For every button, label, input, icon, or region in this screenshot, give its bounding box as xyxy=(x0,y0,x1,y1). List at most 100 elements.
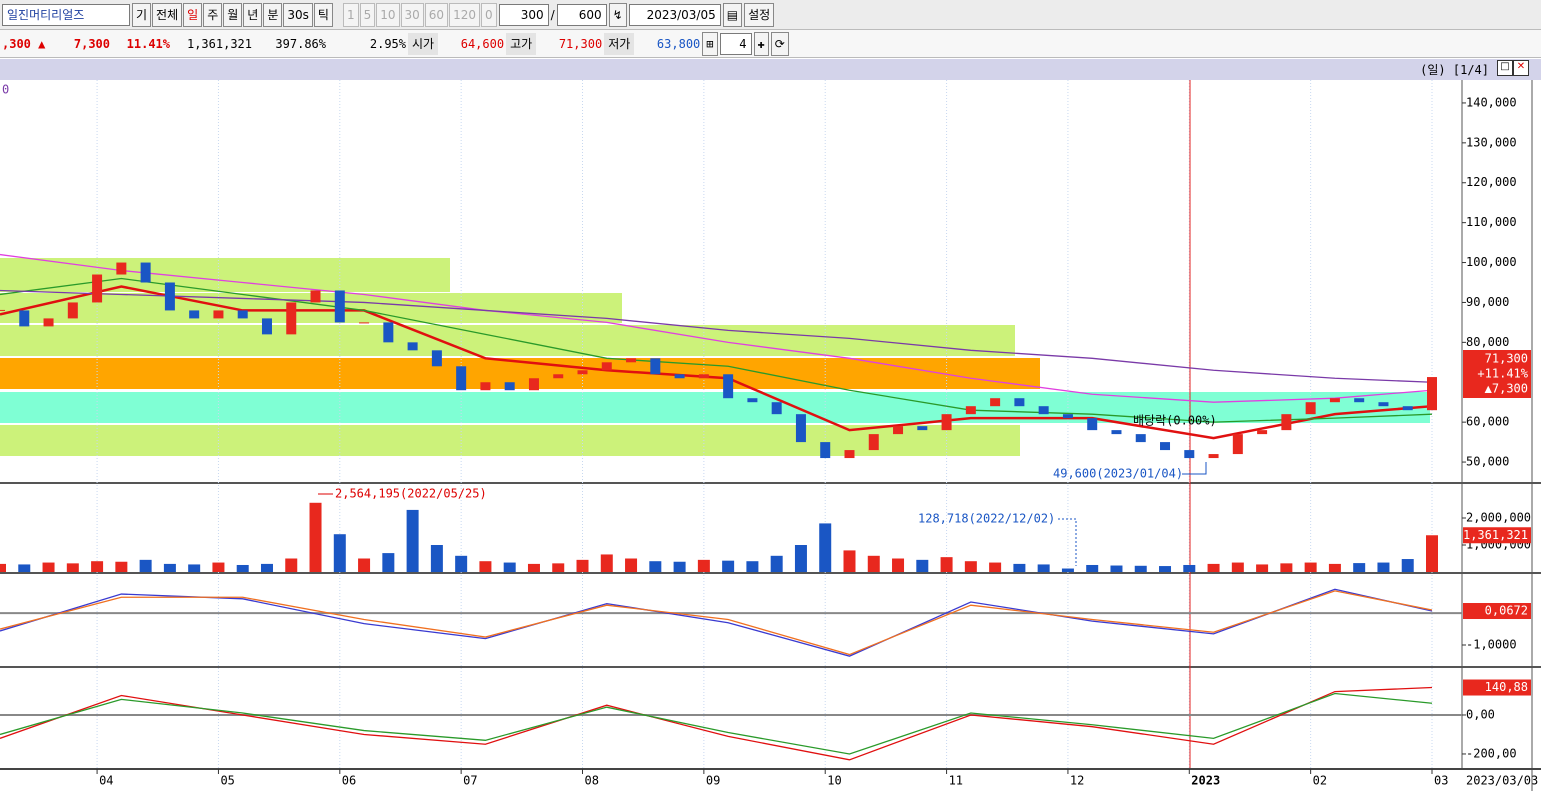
candle xyxy=(1087,418,1098,431)
minute-button[interactable]: 5 xyxy=(359,2,376,27)
minute-button[interactable]: 10 xyxy=(376,2,400,27)
candle xyxy=(431,350,442,367)
annotation: 배당락(0.00%) xyxy=(1133,414,1217,428)
stock-name[interactable]: 일진머티리얼즈 xyxy=(2,3,130,26)
period-button[interactable]: 월 xyxy=(223,2,243,27)
count-box[interactable]: 300 xyxy=(498,3,549,26)
settings-button[interactable]: 설정 xyxy=(744,2,775,27)
candle xyxy=(504,382,515,391)
add-button[interactable]: ✚ xyxy=(753,31,769,56)
minute-button[interactable]: 1 xyxy=(342,2,359,27)
refresh-button[interactable]: ⟳ xyxy=(770,31,789,56)
candle xyxy=(359,322,370,324)
candle xyxy=(990,398,1001,407)
indicator-line xyxy=(0,686,1433,761)
candle xyxy=(893,426,904,435)
period-button[interactable]: 년 xyxy=(243,2,263,27)
pane-header: (일) [1/4] □ ✕ xyxy=(0,59,1541,80)
period-buttons: 기 전체 일 주 월 년 분 30s 틱 xyxy=(132,2,333,27)
minute-button[interactable]: 30 xyxy=(400,2,424,27)
period-button[interactable]: 주 xyxy=(203,2,223,27)
candle xyxy=(965,406,976,415)
candle xyxy=(1184,450,1195,459)
candle xyxy=(261,318,272,335)
indicator-line xyxy=(0,588,1433,657)
volume-bar xyxy=(309,502,322,572)
volume-bar xyxy=(285,558,298,572)
volume-bar xyxy=(1328,563,1341,572)
volume-bar xyxy=(455,555,468,572)
candle xyxy=(1111,430,1122,435)
x-tick-label: 11 xyxy=(949,774,963,788)
annotation-arrow xyxy=(1182,462,1207,475)
candle xyxy=(1402,406,1413,411)
volume-bar xyxy=(358,558,371,572)
candle xyxy=(286,302,297,335)
volume-bar xyxy=(1159,566,1172,572)
save-button[interactable]: ▤ xyxy=(722,2,743,27)
y-tick-label: 2,000,000 xyxy=(1466,511,1531,525)
slash: / xyxy=(550,7,555,22)
value-tag xyxy=(1463,679,1531,696)
x-tick-label: 2023 xyxy=(1191,774,1220,788)
candle xyxy=(1305,402,1316,415)
period-button[interactable]: 일 xyxy=(183,2,203,27)
volume-bar xyxy=(1086,564,1099,572)
zone xyxy=(0,258,450,292)
volume-bar xyxy=(1013,563,1026,572)
icon-button[interactable]: ↯ xyxy=(608,2,627,27)
volume-bar xyxy=(600,554,613,572)
volume-bar xyxy=(333,534,346,572)
annotation: 128,718(2022/12/02) xyxy=(918,512,1055,526)
x-tick-label: 05 xyxy=(220,774,234,788)
volume: 1,361,321 xyxy=(186,36,252,51)
layout-icon[interactable]: ⊞ xyxy=(702,31,718,56)
price-tag-text: ▲7,300 xyxy=(1485,382,1528,396)
volume-bar xyxy=(1061,568,1074,572)
candle xyxy=(553,374,564,379)
volume-bar xyxy=(576,559,589,572)
volume-bar xyxy=(843,550,856,572)
price-tag-text: +11.41% xyxy=(1477,367,1528,381)
candle xyxy=(407,342,418,351)
volume-bar xyxy=(794,545,807,572)
volume-bar xyxy=(916,559,929,572)
candle xyxy=(1014,398,1025,407)
period-button[interactable]: 30s xyxy=(283,2,313,27)
annotation-line xyxy=(1058,518,1077,566)
candle xyxy=(528,378,539,391)
volume-bar xyxy=(1304,562,1317,572)
date-box[interactable]: 2023/03/05 xyxy=(628,3,721,26)
candle xyxy=(1232,434,1243,455)
period-button[interactable]: 기 xyxy=(132,2,152,27)
period-button[interactable]: 분 xyxy=(263,2,283,27)
minute-button[interactable]: 120 xyxy=(449,2,480,27)
layout-count[interactable]: 4 xyxy=(719,32,752,55)
volume-bar xyxy=(892,558,905,572)
candle xyxy=(844,450,855,459)
minute-button[interactable]: 0 xyxy=(480,2,497,27)
candle xyxy=(1135,434,1146,443)
total-box[interactable]: 600 xyxy=(556,3,607,26)
candle xyxy=(1257,430,1268,435)
minute-button[interactable]: 60 xyxy=(424,2,449,27)
turnover: 2.95% xyxy=(369,36,406,51)
max-button[interactable]: □ xyxy=(1497,60,1513,76)
annotation: 49,600(2023/01/04) xyxy=(1053,467,1183,481)
period-button[interactable]: 전체 xyxy=(152,2,183,27)
y-tick-label: -1,0000 xyxy=(1466,637,1517,651)
volume-bar xyxy=(940,557,953,572)
close-button[interactable]: ✕ xyxy=(1513,60,1529,76)
candle xyxy=(747,398,758,403)
last-date: 2023/03/03 xyxy=(1466,774,1538,788)
period-button[interactable]: 틱 xyxy=(313,2,333,27)
candle xyxy=(650,358,661,375)
volume-bar xyxy=(188,564,201,572)
volume-bar xyxy=(1207,563,1220,572)
volume-bar xyxy=(989,562,1002,572)
candle xyxy=(771,402,782,415)
candle xyxy=(237,310,248,319)
rate: 11.41% xyxy=(126,36,170,51)
volume-bar xyxy=(260,563,273,572)
volume-bar xyxy=(1256,564,1269,572)
